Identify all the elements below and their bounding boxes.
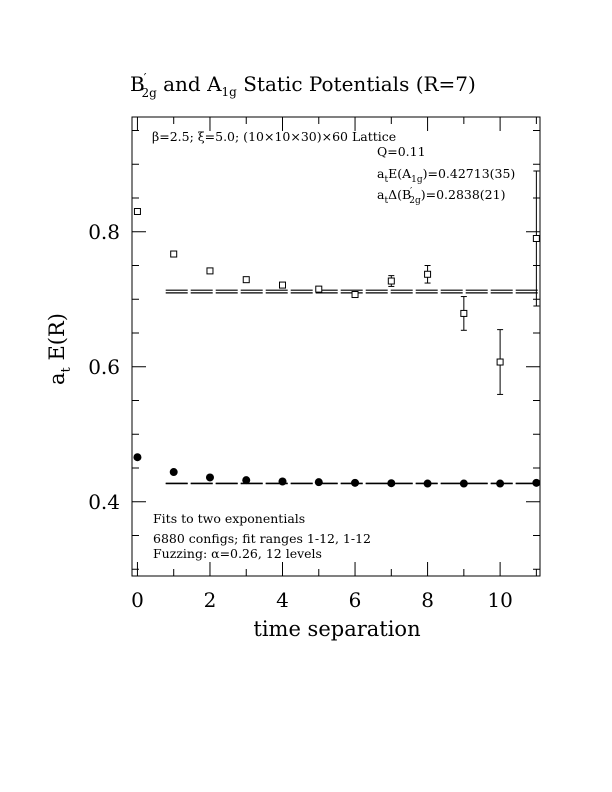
x-tick-label: 8 xyxy=(421,588,434,612)
data-point-square xyxy=(387,277,395,285)
data-point-square xyxy=(315,285,323,293)
x-tick-label: 0 xyxy=(131,588,144,612)
data-point-circle xyxy=(459,479,468,488)
x-axis-label: time separation xyxy=(253,617,420,641)
data-point-square xyxy=(351,291,359,299)
data-point-circle xyxy=(496,479,505,488)
lattice-annotation: β=2.5; ξ=5.0; (10×10×30)×60 Lattice xyxy=(152,129,396,144)
x-tick-label: 2 xyxy=(204,588,217,612)
chart-title: B′ 2g and A1g Static Potentials (R=7) xyxy=(130,71,476,100)
y-tick-label: 0.6 xyxy=(88,355,120,379)
data-point-square xyxy=(133,208,141,215)
fit-lines xyxy=(165,289,540,485)
data-point-circle xyxy=(532,478,541,487)
axis-ticks xyxy=(132,117,540,576)
x-tick-label: 10 xyxy=(487,588,512,612)
data-point-square xyxy=(460,309,468,317)
data-point-square xyxy=(242,276,250,284)
fit-note-3: Fuzzing: α=0.26, 12 levels xyxy=(153,546,322,561)
data-point-circle xyxy=(351,478,360,487)
data-point-circle xyxy=(314,478,323,487)
data-point-square xyxy=(496,358,504,366)
y-tick-labels: 0.4 0.6 0.8 xyxy=(88,220,120,514)
data-point-circle xyxy=(242,476,251,485)
data-point-circle xyxy=(278,477,287,486)
delta-annotation: atΔ(B′ 2g)=0.2838(21) xyxy=(377,187,505,206)
data-point-circle xyxy=(423,479,432,488)
fit-note-1: Fits to two exponentials xyxy=(153,511,305,526)
data-point-circle xyxy=(169,468,178,477)
data-point-circle xyxy=(387,479,396,488)
fit-note-2: 6880 configs; fit ranges 1-12, 1-12 xyxy=(153,531,371,546)
data-point-circle xyxy=(133,453,142,462)
data-points xyxy=(133,170,541,488)
plot-frame xyxy=(131,116,541,577)
energy-annotation: atE(A1g)=0.42713(35) xyxy=(377,166,515,185)
data-point-square xyxy=(279,281,287,289)
x-tick-labels: 0 2 4 6 8 10 xyxy=(131,588,513,612)
data-point-square xyxy=(424,270,432,278)
q-annotation: Q=0.11 xyxy=(377,144,426,159)
x-tick-label: 6 xyxy=(349,588,362,612)
data-point-circle xyxy=(205,473,214,482)
x-tick-label: 4 xyxy=(276,588,289,612)
y-tick-label: 0.4 xyxy=(88,490,120,514)
y-axis-label: at E(R) xyxy=(45,313,74,385)
y-tick-label: 0.8 xyxy=(88,220,120,244)
data-point-square xyxy=(206,267,214,275)
data-point-square xyxy=(170,250,178,258)
data-point-square xyxy=(532,235,540,242)
